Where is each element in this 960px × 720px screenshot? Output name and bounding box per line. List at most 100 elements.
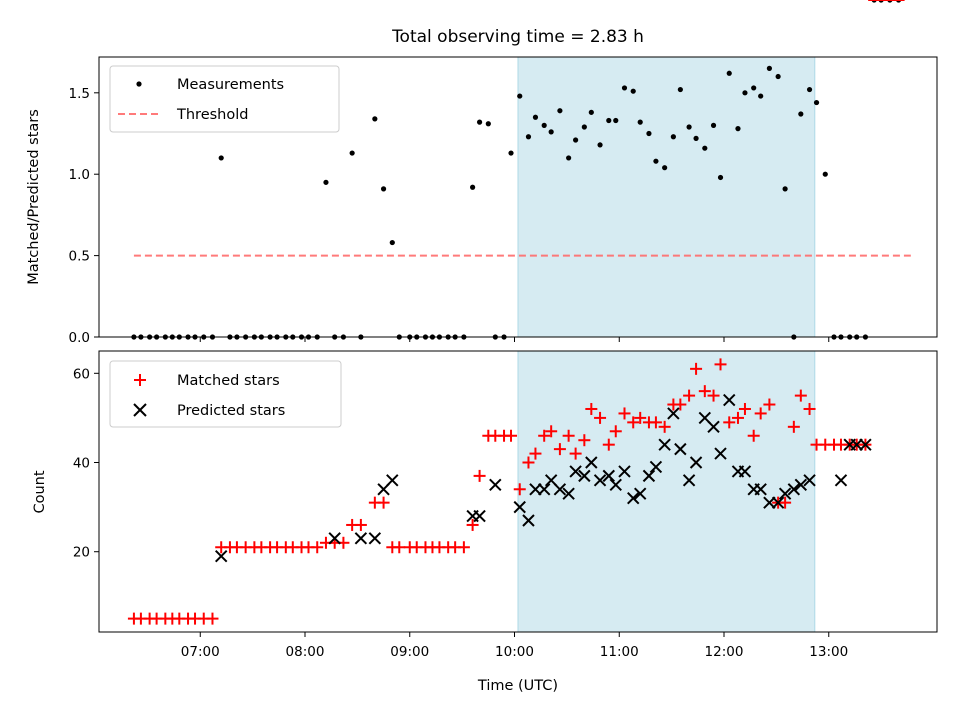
predicted-star-point [707,420,720,434]
predicted-star-point [215,549,228,563]
measurement-point [813,99,820,106]
measurement-point [742,90,748,96]
measurement-point [517,93,523,99]
measurement-point [735,126,741,132]
matched-star-point [545,425,558,438]
measurement-point [323,179,329,185]
matched-star-point [594,411,607,424]
measurement-point [566,155,572,161]
measurement-point [573,137,579,143]
predicted-star-point [618,465,631,478]
predicted-star-point [667,407,680,420]
predicted-star-point [778,487,792,500]
predicted-star-point [787,483,801,496]
x-axis-label: Time (UTC) [477,678,558,694]
predicted-star-point [553,483,567,496]
x-tick-label: 12:00 [705,644,744,660]
x-tick-label: 10:00 [495,644,534,660]
matched-star-point [634,411,647,424]
matched-star-point [466,518,479,531]
matched-star-point [698,385,711,398]
matched-star-point [714,358,727,371]
matched-star-point [723,416,736,429]
predicted-star-point [386,474,399,487]
matched-star-point [522,456,535,469]
measurement-point [218,155,224,161]
y-tick-label: 0.0 [69,330,90,346]
predicted-star-point [354,532,368,545]
measurement-point [662,165,668,171]
matched-star-point [707,389,720,402]
predicted-star-point [649,460,663,474]
ratio-legend-box [109,65,340,133]
matched-star-point [658,420,671,433]
measurement-point [646,130,652,137]
measurement-point [702,145,708,151]
measurement-point [508,150,514,156]
x-tick-label: 07:00 [181,644,220,660]
predicted-star-point [513,500,526,514]
predicted-star-point [627,491,640,505]
matched-star-point [779,496,792,509]
x-tick-label: 13:00 [809,644,848,660]
measurement-point [541,122,547,128]
predicted-star-point [473,509,486,523]
x-tick-label: 09:00 [390,644,429,660]
predicted-star-point [642,469,656,483]
legend-measurements-label: Measurements [177,77,284,93]
measurement-point [389,239,395,246]
measurement-point [775,73,781,80]
y-tick-label: 1.0 [69,167,90,183]
predicted-star-point [689,456,703,469]
measurement-point [476,119,483,125]
measurement-point [798,111,804,117]
matched-star-point [674,398,687,411]
matched-star-point [377,496,390,509]
predicted-star-point [578,469,591,483]
legend-matched-marker [134,374,146,386]
measurement-point [677,86,683,93]
legend-threshold-label: Threshold [176,107,248,123]
ratio-legend: Measurements Threshold [109,65,340,133]
measurement-point [548,129,554,135]
predicted-star-point [328,532,341,545]
predicted-star-point [522,514,535,527]
y-tick-label: 20 [73,545,90,561]
legend-measurements-marker [136,81,142,87]
matched-star-point [803,402,816,415]
measurement-point [630,88,636,94]
measurement-point [758,93,764,99]
measurement-point [470,184,476,190]
matched-star-point [206,612,219,625]
ratio-y-axis-label: Matched/Predicted stars [26,109,42,285]
measurement-point [349,150,355,156]
ratio-shaded-interval [517,56,816,338]
matched-star-point [763,398,776,411]
measurement-point [782,186,788,192]
predicted-star-point [754,483,767,496]
matched-star-point [457,541,470,554]
matched-star-point [393,541,406,554]
measurement-point [653,158,659,164]
counts-legend: Matched stars Predicted stars [109,360,342,428]
x-tick-label: 11:00 [600,644,639,660]
matched-star-point [562,429,575,442]
matched-star-point [538,429,551,442]
measurement-point [621,85,628,91]
measurement-point [710,122,717,128]
predicted-star-point [803,474,816,487]
predicted-star-point [537,483,551,496]
y-tick-label: 1.5 [69,86,90,102]
y-tick-label: 60 [73,366,90,382]
matched-star-point [354,518,367,531]
predicted-star-point [674,442,687,456]
counts-y-axis-label: Count [32,470,48,513]
legend-predicted-marker [133,403,147,417]
measurement-point [597,142,603,148]
counts-panel: 20 40 60 07:00 08:00 09:00 10:00 11:00 12:00 13:… [32,0,938,694]
y-tick-label: 40 [73,456,90,472]
predicted-star-point [489,478,502,492]
predicted-star-point [834,474,848,487]
matched-star-point [473,469,486,482]
predicted-star-point [738,465,752,478]
